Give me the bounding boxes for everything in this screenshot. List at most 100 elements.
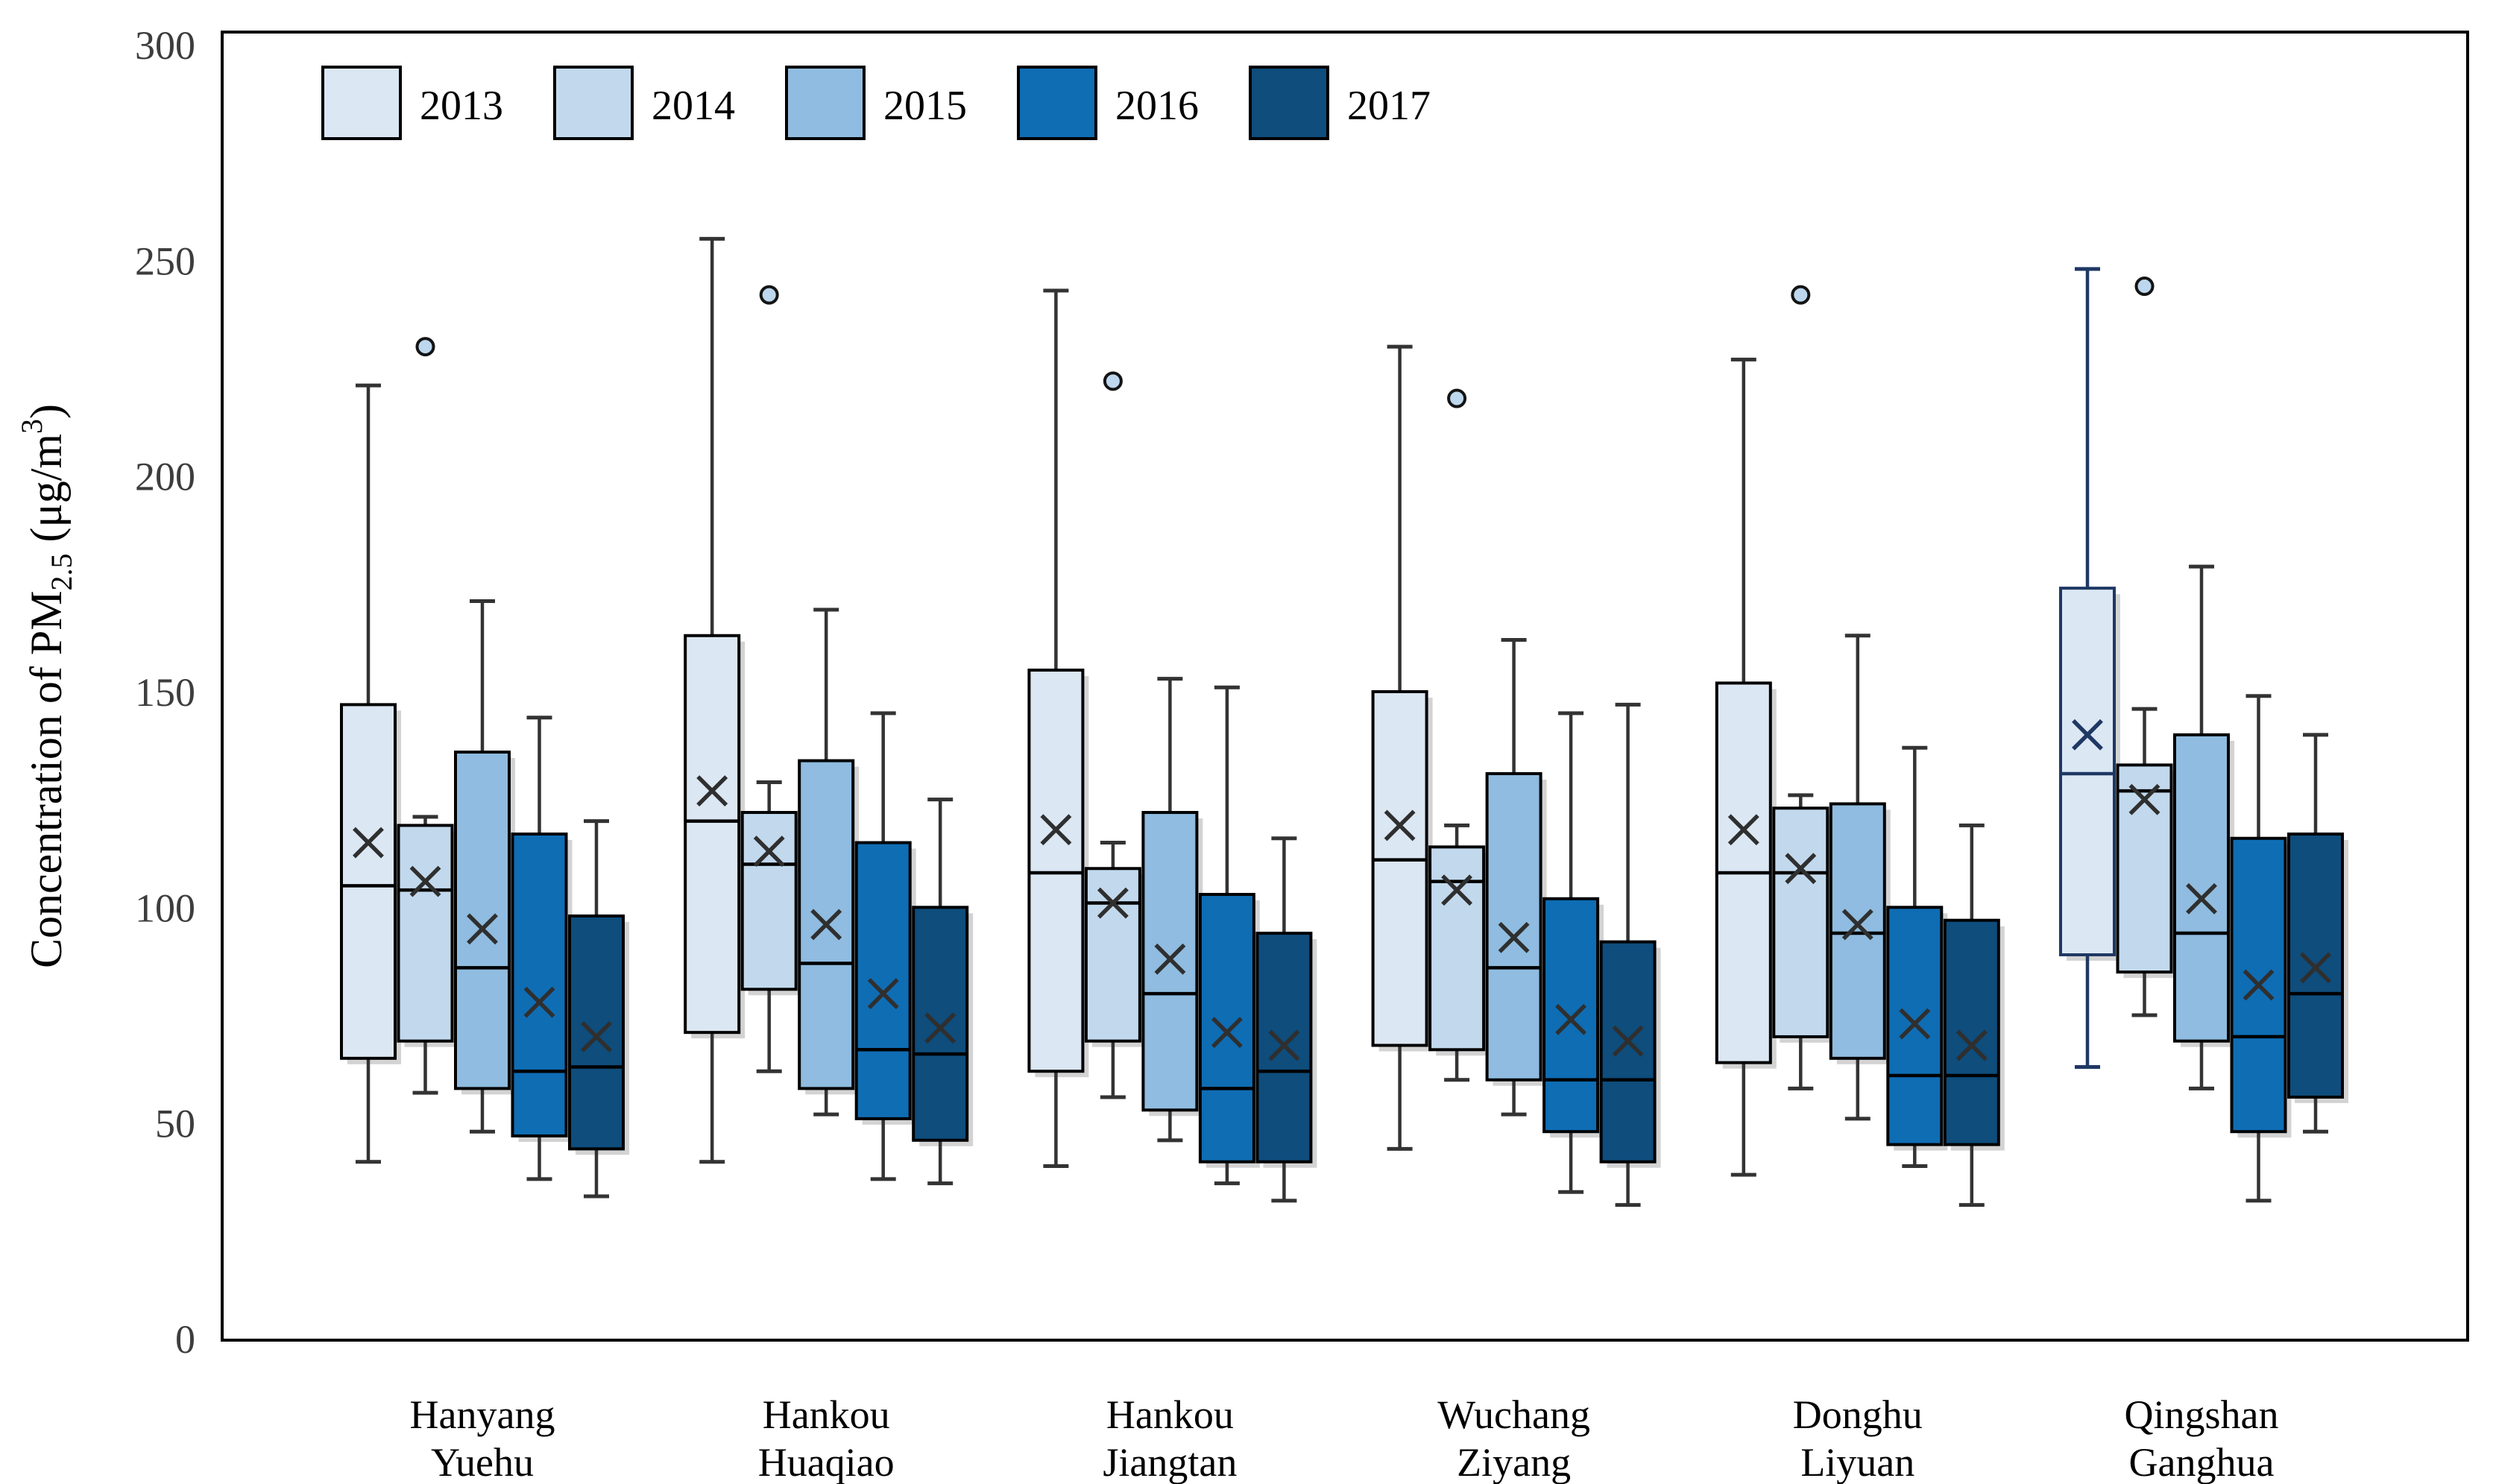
y-tick-label: 100 xyxy=(135,885,195,930)
mean-marker xyxy=(353,827,384,859)
mean-marker xyxy=(1899,1008,1931,1040)
outlier-point xyxy=(759,285,779,305)
mean-marker xyxy=(523,986,555,1018)
box-2015-hankou-huaqiao xyxy=(798,607,860,1117)
box-rect xyxy=(1027,669,1085,1073)
x-category-label: Ziyang xyxy=(1457,1440,1571,1484)
box-2017-hanyang-yuehu xyxy=(568,819,629,1199)
legend-swatch-2016 xyxy=(1017,66,1097,140)
box-2016-wuchang-ziyang xyxy=(1542,711,1604,1194)
mean-marker xyxy=(1555,1003,1587,1035)
mean-marker xyxy=(409,865,441,897)
box-2017-donghu-liyuan xyxy=(1943,823,2005,1207)
x-category-label: Jiangtan xyxy=(1103,1440,1237,1484)
outlier-point xyxy=(2134,277,2155,297)
y-tick-label: 50 xyxy=(155,1102,195,1146)
mean-marker xyxy=(2243,969,2275,1001)
mean-marker xyxy=(1955,1029,1988,1061)
mean-marker xyxy=(810,909,842,941)
box-rect xyxy=(397,824,454,1043)
box-rect xyxy=(568,914,625,1151)
mean-marker xyxy=(867,978,899,1010)
box-2014-hanyang-yuehu xyxy=(397,337,458,1095)
mean-marker xyxy=(467,913,498,945)
box-rect xyxy=(1485,771,1542,1082)
box-rect xyxy=(511,832,568,1138)
box-2013-wuchang-ziyang xyxy=(1371,344,1433,1151)
box-2014-wuchang-ziyang xyxy=(1428,388,1490,1082)
box-2017-hankou-huaqiao xyxy=(912,798,974,1186)
box-rect xyxy=(2116,763,2173,974)
outlier-point xyxy=(1447,388,1467,408)
box-2016-qingshan-ganghua xyxy=(2230,694,2292,1203)
box-2013-donghu-liyuan xyxy=(1715,357,1777,1177)
x-category-label: Hankou xyxy=(1106,1392,1234,1437)
legend-swatch-2015 xyxy=(785,66,866,140)
box-2013-qingshan-ganghua xyxy=(2059,267,2120,1069)
legend-swatch-2014 xyxy=(553,66,634,140)
mean-marker xyxy=(1097,887,1129,919)
mean-marker xyxy=(1785,853,1817,885)
box-2015-hankou-jiangtan xyxy=(1141,677,1203,1143)
mean-marker xyxy=(753,836,785,868)
x-category-label: Hankou xyxy=(763,1392,890,1437)
mean-marker xyxy=(1612,1025,1644,1057)
box-2013-hankou-huaqiao xyxy=(684,236,746,1164)
box-rect xyxy=(740,811,798,991)
mean-marker xyxy=(1040,814,1072,846)
box-rect xyxy=(1198,892,1255,1163)
box-2017-hankou-jiangtan xyxy=(1255,836,1317,1203)
mean-marker xyxy=(924,1012,956,1044)
box-2016-hanyang-yuehu xyxy=(511,716,573,1181)
box-2013-hanyang-yuehu xyxy=(340,383,401,1164)
x-category-label: Hanyang xyxy=(410,1392,555,1437)
y-tick-label: 150 xyxy=(135,670,195,715)
box-2016-donghu-liyuan xyxy=(1886,745,1948,1169)
box-rect xyxy=(1542,897,1600,1134)
mean-marker xyxy=(1441,874,1473,906)
mean-marker xyxy=(2072,719,2103,751)
box-2015-donghu-liyuan xyxy=(1829,634,1891,1121)
legend-label-2014: 2014 xyxy=(652,83,735,129)
y-tick-label: 250 xyxy=(135,239,195,283)
outlier-point xyxy=(415,337,435,357)
x-category-label: Yuehu xyxy=(431,1440,534,1484)
mean-marker xyxy=(696,775,728,807)
x-category-label: Donghu xyxy=(1793,1392,1923,1437)
outlier-point xyxy=(1791,285,1811,305)
legend-label-2015: 2015 xyxy=(883,83,967,129)
mean-marker xyxy=(1211,1017,1243,1049)
box-rect xyxy=(1943,918,2000,1146)
y-tick-label: 0 xyxy=(175,1317,195,1362)
mean-marker xyxy=(2186,882,2217,915)
y-axis-title: Concentration of PM2.5 (μg/m3) xyxy=(15,404,78,968)
box-2013-hankou-jiangtan xyxy=(1027,288,1089,1169)
legend-swatch-2017 xyxy=(1249,66,1329,140)
box-2015-qingshan-ganghua xyxy=(2173,564,2234,1090)
outlier-point xyxy=(1103,371,1123,391)
box-rect xyxy=(1829,802,1886,1060)
box-rect xyxy=(2059,587,2116,956)
x-category-label: Huaqiao xyxy=(758,1440,895,1484)
box-rect xyxy=(854,841,912,1120)
box-rect xyxy=(340,703,397,1060)
box-2014-hankou-huaqiao xyxy=(740,285,802,1073)
mean-marker xyxy=(1498,921,1530,953)
box-2015-wuchang-ziyang xyxy=(1485,638,1547,1117)
mean-marker xyxy=(1268,1029,1300,1061)
box-2016-hankou-jiangtan xyxy=(1198,685,1260,1186)
box-rect xyxy=(2173,733,2230,1043)
legend-swatch-2013 xyxy=(321,66,402,140)
mean-marker xyxy=(1727,814,1759,846)
box-2014-donghu-liyuan xyxy=(1772,285,1834,1090)
mean-marker xyxy=(1841,909,1873,941)
box-rect xyxy=(1772,806,1829,1038)
box-2014-qingshan-ganghua xyxy=(2116,277,2178,1017)
plot-frame xyxy=(221,31,2469,1342)
mean-marker xyxy=(2300,952,2331,984)
mean-marker xyxy=(581,1020,612,1052)
legend: 2013 2014 2015 2016 2017 xyxy=(321,66,1431,140)
box-2017-wuchang-ziyang xyxy=(1599,702,1661,1207)
